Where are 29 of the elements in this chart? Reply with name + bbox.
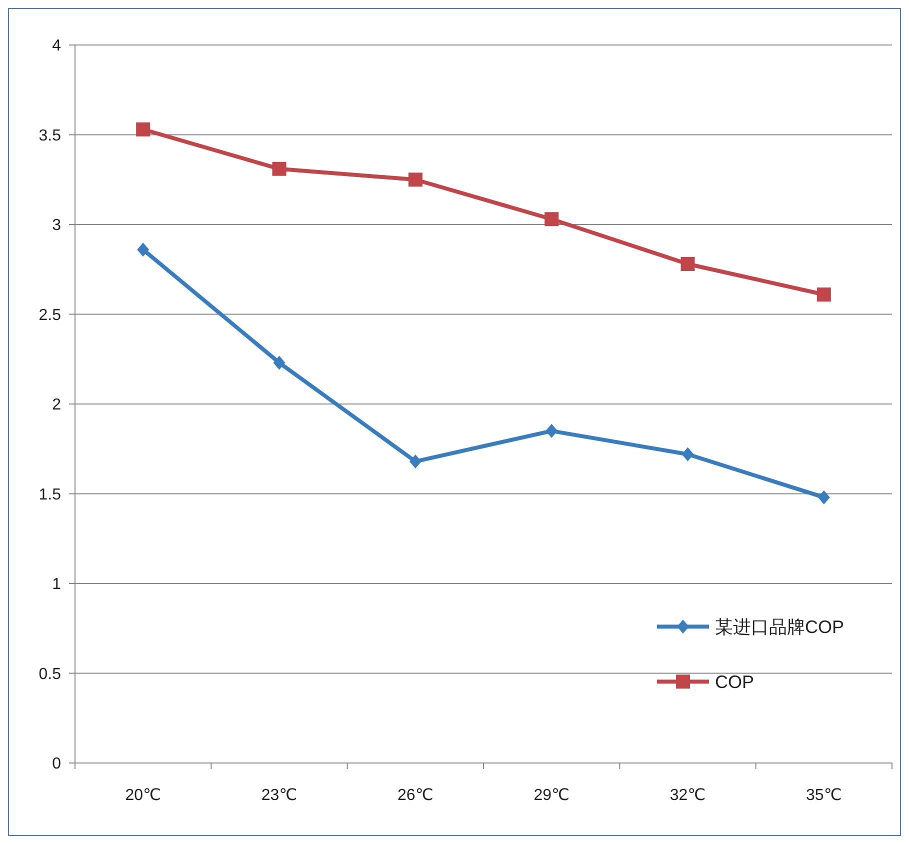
point [546,424,558,438]
point [136,122,150,136]
point [680,256,695,271]
y-tick-label: 3.5 [38,127,62,144]
x-tick-label: 20℃ [125,787,161,804]
y-tick-label: 2 [52,396,62,414]
x-tick-label: 23℃ [261,787,298,804]
point [544,212,559,226]
y-tick-label: 1 [52,576,62,594]
legend-label: 某进口品牌COP [715,616,844,637]
y-tick-label: 4 [52,38,62,55]
y-tick-label: 3 [52,217,62,234]
point [272,162,286,176]
x-tick-label: 29℃ [534,787,570,804]
y-tick-label: 0.5 [38,666,62,683]
x-tick-label: 32℃ [670,787,706,804]
point [137,242,150,257]
point [818,490,830,504]
y-tick-label: 1.5 [38,486,62,504]
point [408,172,422,187]
point [682,447,694,462]
y-tick-label: 2.5 [38,306,62,324]
legend-label: COP [715,672,754,692]
x-tick-label: 35℃ [806,787,842,804]
point [816,288,831,302]
point [273,356,286,370]
x-tick-label: 26℃ [398,787,434,804]
y-tick-label: 0 [52,756,62,773]
point [409,454,422,468]
